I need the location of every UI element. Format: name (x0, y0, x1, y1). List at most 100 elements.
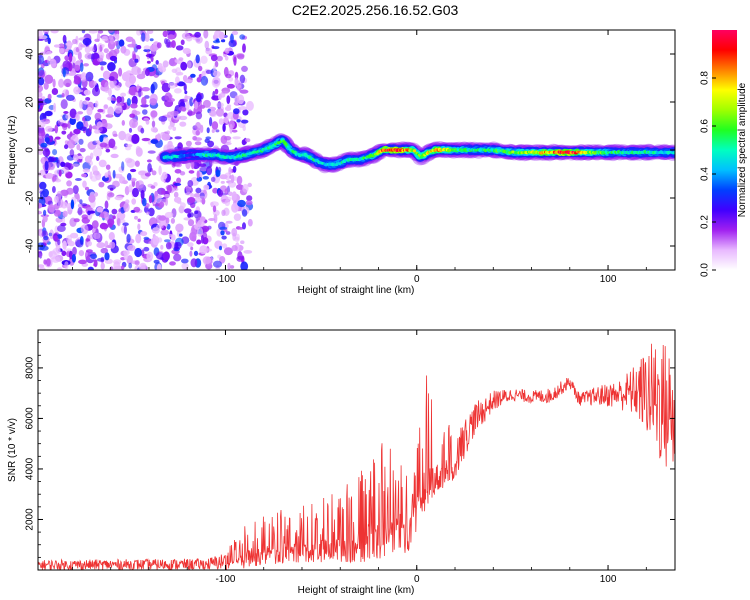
noise-speck (147, 150, 156, 154)
noise-speck (215, 169, 221, 177)
noise-speck (64, 248, 73, 252)
noise-speck (160, 244, 164, 250)
noise-speck (108, 232, 115, 241)
noise-speck (50, 59, 57, 68)
noise-speck (134, 247, 142, 258)
noise-speck (194, 210, 199, 214)
noise-speck (123, 225, 127, 235)
noise-speck (128, 184, 133, 193)
noise-speck (58, 169, 62, 177)
noise-speck (231, 30, 239, 36)
noise-speck (66, 94, 75, 101)
noise-speck (236, 175, 243, 185)
noise-speck (214, 60, 219, 68)
noise-speck (94, 38, 100, 42)
noise-speck (88, 194, 96, 203)
x-tick-label: 100 (600, 274, 617, 285)
noise-speck (53, 44, 60, 48)
noise-speck (205, 47, 213, 55)
noise-speck (219, 245, 222, 251)
noise-speck (200, 75, 209, 86)
noise-speck (67, 72, 76, 76)
noise-speck (46, 51, 52, 55)
spectrogram-panel: -100 0 100 -40 -20 0 20 40 Height of straight … (7, 29, 676, 296)
noise-speck (239, 74, 246, 84)
noise-speck (114, 40, 119, 46)
noise-speck (242, 222, 246, 230)
noise-speck (220, 180, 225, 184)
noise-speck (164, 92, 172, 102)
noise-speck (236, 119, 241, 123)
noise-speck (112, 169, 116, 179)
noise-speck (150, 126, 158, 133)
noise-speck (202, 256, 212, 265)
noise-speck (147, 163, 152, 173)
noise-speck (133, 206, 141, 213)
noise-speck (66, 235, 72, 243)
noise-speck (84, 52, 94, 60)
noise-speck (121, 161, 125, 172)
noise-speck (246, 100, 254, 111)
x-tick-label: 100 (600, 574, 617, 585)
noise-speck (216, 228, 223, 237)
noise-speck (231, 245, 238, 252)
noise-speck (198, 65, 203, 72)
noise-speck (114, 196, 124, 201)
noise-speck (242, 43, 246, 53)
noise-speck (158, 215, 167, 221)
noise-speck (75, 113, 80, 122)
noise-speck (76, 144, 81, 151)
noise-speck (174, 88, 182, 94)
noise-speck (57, 239, 61, 246)
noise-speck (38, 264, 45, 268)
noise-speck (141, 137, 151, 142)
noise-speck (241, 65, 248, 72)
noise-speck (45, 125, 53, 133)
noise-speck (165, 242, 172, 250)
noise-speck (193, 250, 199, 256)
noise-speck (94, 112, 102, 121)
noise-speck (144, 172, 151, 177)
noise-speck (41, 96, 46, 100)
snr-series-line (38, 343, 675, 570)
colorbar-tick-label: 0.8 (700, 71, 711, 85)
noise-speck (42, 118, 50, 122)
noise-speck (58, 78, 65, 88)
noise-speck (99, 142, 108, 148)
noise-speck (230, 174, 235, 184)
noise-speck (63, 111, 69, 114)
noise-speck (57, 198, 64, 209)
noise-speck (158, 115, 168, 122)
noise-speck (79, 126, 87, 131)
noise-speck (186, 61, 192, 69)
noise-speck (42, 215, 48, 223)
noise-speck (179, 233, 183, 237)
noise-speck (83, 63, 89, 67)
noise-speck (199, 245, 208, 255)
noise-speck (212, 90, 216, 100)
noise-speck (172, 126, 177, 131)
noise-speck (87, 240, 92, 247)
noise-speck (166, 111, 174, 118)
noise-speck (104, 252, 110, 261)
noise-speck (204, 138, 210, 143)
noise-speck (112, 180, 120, 188)
noise-speck (168, 125, 173, 130)
noise-speck (163, 194, 171, 198)
noise-speck (81, 203, 88, 207)
noise-speck (102, 70, 111, 80)
noise-speck (126, 98, 131, 106)
noise-speck (69, 108, 77, 119)
noise-speck (213, 213, 218, 224)
noise-speck (218, 118, 224, 125)
noise-speck (218, 93, 222, 101)
noise-speck (240, 261, 249, 270)
noise-speck (219, 174, 228, 180)
noise-speck (146, 159, 152, 163)
noise-speck (166, 130, 171, 135)
noise-speck (131, 95, 138, 106)
noise-speck (123, 250, 130, 256)
noise-speck (128, 262, 133, 269)
noise-speck (60, 161, 66, 167)
noise-speck (146, 30, 154, 34)
